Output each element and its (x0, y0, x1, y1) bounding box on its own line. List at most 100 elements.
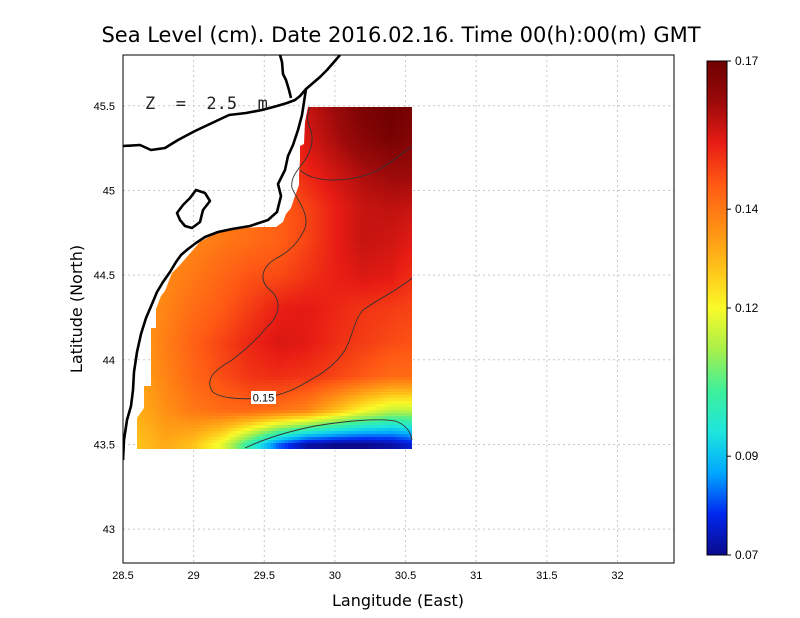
field-cell (276, 254, 280, 258)
field-cell (303, 125, 307, 129)
field-cell (318, 119, 322, 123)
field-cell (402, 173, 406, 177)
field-cell (315, 233, 319, 237)
field-cell (408, 155, 412, 159)
field-cell (390, 119, 394, 123)
field-cell (393, 167, 397, 171)
field-cell (360, 128, 364, 132)
field-cell (396, 251, 400, 255)
field-cell (309, 236, 313, 240)
field-cell (312, 155, 316, 159)
field-cell (387, 137, 391, 141)
field-cell (222, 254, 226, 258)
field-cell (411, 149, 412, 153)
field-cell (369, 122, 373, 126)
field-cell (315, 230, 319, 234)
field-cell (342, 131, 346, 135)
field-cell (366, 137, 370, 141)
field-cell (348, 113, 352, 117)
field-cell (270, 257, 274, 261)
field-cell (411, 233, 412, 237)
field-cell (405, 191, 409, 195)
field-cell (321, 236, 325, 240)
field-cell (354, 227, 358, 231)
field-cell (372, 260, 376, 264)
field-cell (276, 245, 280, 249)
field-cell (303, 140, 307, 144)
field-cell (390, 182, 394, 186)
field-cell (330, 116, 334, 120)
field-cell (198, 251, 202, 255)
field-cell (402, 206, 406, 210)
field-cell (324, 179, 328, 183)
field-cell (312, 212, 316, 216)
field-cell (405, 236, 409, 240)
field-cell (342, 110, 346, 114)
field-cell (387, 179, 391, 183)
field-cell (309, 233, 313, 237)
field-cell (195, 245, 199, 249)
field-cell (303, 179, 307, 183)
field-cell (321, 164, 325, 168)
field-cell (270, 236, 274, 240)
field-cell (396, 149, 400, 153)
field-cell (321, 161, 325, 165)
field-cell (363, 146, 367, 150)
field-cell (327, 239, 331, 243)
field-cell (399, 188, 403, 192)
field-cell (318, 212, 322, 216)
field-cell (261, 257, 265, 261)
field-cell (276, 242, 280, 246)
field-cell (333, 206, 337, 210)
field-cell (315, 215, 319, 219)
field-cell (330, 206, 334, 210)
field-cell (357, 191, 361, 195)
field-cell (336, 218, 340, 222)
field-cell (348, 206, 352, 210)
field-cell (324, 125, 328, 129)
field-cell (408, 254, 412, 258)
field-cell (372, 206, 376, 210)
field-cell (381, 194, 385, 198)
field-cell (306, 191, 310, 195)
field-cell (387, 182, 391, 186)
field-cell (381, 197, 385, 201)
field-cell (321, 260, 325, 264)
field-cell (324, 152, 328, 156)
field-cell (381, 173, 385, 177)
field-cell (327, 140, 331, 144)
field-cell (411, 200, 412, 204)
field-cell (345, 170, 349, 174)
field-cell (282, 224, 286, 228)
field-cell (264, 227, 268, 231)
field-cell (378, 116, 382, 120)
field-cell (405, 173, 409, 177)
field-cell (336, 170, 340, 174)
field-cell (342, 119, 346, 123)
field-cell (372, 179, 376, 183)
field-cell (402, 242, 406, 246)
field-cell (303, 257, 307, 261)
field-cell (291, 254, 295, 258)
field-cell (375, 152, 379, 156)
field-cell (279, 236, 283, 240)
field-cell (360, 113, 364, 117)
field-cell (363, 254, 367, 258)
field-cell (321, 212, 325, 216)
field-cell (408, 164, 412, 168)
field-cell (264, 248, 268, 252)
field-cell (366, 260, 370, 264)
field-cell (366, 155, 370, 159)
field-cell (234, 245, 238, 249)
field-cell (243, 257, 247, 261)
field-cell (303, 146, 307, 150)
field-cell (399, 197, 403, 201)
field-cell (339, 200, 343, 204)
field-cell (306, 131, 310, 135)
field-cell (300, 164, 304, 168)
field-cell (369, 206, 373, 210)
field-cell (267, 245, 271, 249)
field-cell (339, 239, 343, 243)
field-cell (336, 107, 340, 111)
field-cell (312, 236, 316, 240)
